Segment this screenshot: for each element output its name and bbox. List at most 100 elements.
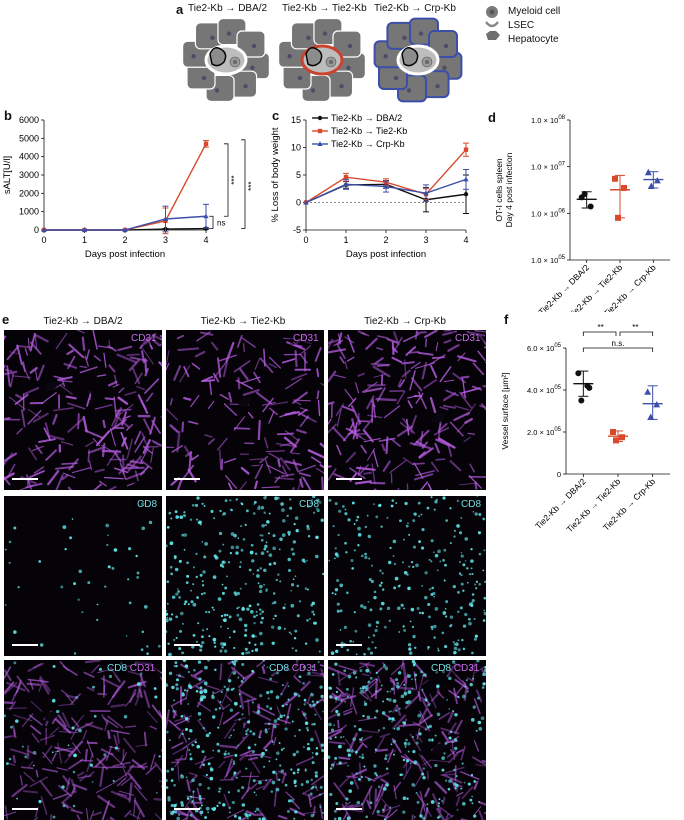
cd8-cell — [303, 703, 306, 706]
cd8-cell — [232, 760, 236, 763]
cd8-cell — [361, 753, 364, 756]
cd8-cell — [218, 707, 222, 710]
cd31-vessel — [62, 472, 76, 479]
cd31-vessel — [120, 776, 133, 786]
cd31-vessel — [81, 336, 86, 351]
cd8-cell — [303, 698, 307, 702]
cd8-cell — [178, 674, 182, 678]
cd31-vessel — [96, 374, 107, 377]
cd31-vessel — [328, 728, 344, 735]
cd8-cell — [55, 709, 60, 714]
cd31-vessel — [285, 378, 303, 390]
cd8-cell — [241, 803, 246, 807]
cd31-vessel — [85, 808, 89, 820]
cd8-cell — [189, 813, 193, 817]
cd8-cell — [234, 753, 238, 757]
hepatocyte-nucleus — [201, 75, 207, 81]
cd8-cell — [330, 728, 335, 732]
cd31-label: CD31 — [290, 332, 322, 345]
cd31-vessel — [142, 446, 153, 455]
cd8-cell — [259, 620, 263, 624]
cd31-vessel — [330, 701, 344, 713]
cd31-vessel — [281, 771, 287, 784]
cd31-vessel — [374, 774, 382, 780]
cd8-cell — [250, 543, 254, 547]
cd31-vessel — [374, 772, 390, 780]
cd8-cell — [364, 555, 368, 560]
cd8-cell — [294, 784, 297, 788]
cd31-vessel — [219, 394, 229, 400]
cd31-vessel — [201, 375, 214, 383]
cd31-vessel — [19, 775, 23, 786]
cd8-cell — [199, 573, 203, 577]
cd31-vessel — [415, 362, 436, 369]
series-2 — [303, 169, 469, 205]
cd8-cell — [311, 498, 313, 501]
cd31-vessel — [448, 753, 459, 764]
sig-label: ns — [217, 218, 225, 227]
cd8-cell — [367, 534, 372, 539]
cd8-cell — [219, 625, 223, 628]
cd8-cell — [477, 696, 480, 700]
cd8-cell — [283, 714, 286, 717]
cd8-cell — [232, 762, 236, 765]
cd31-vessel — [65, 777, 71, 791]
cd31-vessel — [204, 434, 213, 438]
cd8-cell — [441, 800, 443, 802]
cd31-vessel — [11, 375, 31, 378]
cd8-cell — [239, 705, 242, 708]
central-vein — [432, 413, 445, 423]
cd8-cell — [460, 582, 464, 586]
cd31-label: CD31 — [452, 332, 484, 345]
cd31-vessel — [194, 350, 206, 358]
cd8-cell — [189, 753, 192, 756]
cd8-cell — [292, 578, 295, 581]
data-point — [463, 192, 469, 197]
cd31-vessel — [454, 405, 470, 411]
cd31-vessel — [422, 700, 433, 717]
cd8-cell — [444, 563, 447, 567]
cd8-cell — [457, 639, 460, 642]
cd31-vessel — [147, 711, 158, 724]
cd31-vessel — [159, 710, 162, 722]
cd31-vessel — [448, 666, 463, 682]
cd8-cell — [166, 580, 170, 584]
cd8-cell — [248, 641, 251, 644]
cd8-cell — [205, 773, 208, 777]
cd31-vessel — [14, 393, 29, 405]
scale-bar — [174, 808, 200, 810]
cd31-vessel — [113, 734, 120, 752]
cd31-vessel — [92, 811, 102, 816]
cd8-cell — [345, 802, 348, 804]
cd8-cell — [336, 554, 340, 558]
cd8-cell — [433, 624, 437, 629]
cd31-vessel — [92, 330, 98, 350]
cd8-cell — [320, 694, 324, 699]
merge-cd31-label: CD31 — [453, 663, 480, 674]
cd31-vessel — [245, 753, 264, 757]
cd31-vessel — [140, 399, 147, 410]
cd31-vessel — [403, 673, 409, 695]
hepatocyte-icon — [486, 31, 500, 40]
cd31-vessel — [86, 686, 95, 692]
cd31-vessel — [293, 333, 307, 347]
cd8-cell — [170, 613, 174, 616]
cd8-cell — [251, 669, 255, 673]
cd8-cell — [428, 738, 432, 742]
cd31-vessel — [28, 447, 38, 461]
cd31-vessel — [179, 365, 191, 383]
cd31-vessel — [188, 451, 192, 473]
cd31-vessel — [109, 666, 121, 683]
cd8-cell — [354, 629, 358, 633]
cd8-cell — [339, 629, 342, 631]
hepatocyte — [332, 30, 362, 58]
cd8-cell — [334, 593, 337, 596]
cd8-cell — [334, 810, 337, 813]
cd31-vessel — [472, 665, 476, 681]
cd31-vessel — [253, 371, 261, 383]
cd8-cell — [311, 610, 315, 614]
cd8-cell — [182, 660, 187, 662]
legend-marker — [317, 115, 323, 121]
cd31-vessel — [422, 679, 429, 685]
cd8-cell — [306, 526, 310, 531]
